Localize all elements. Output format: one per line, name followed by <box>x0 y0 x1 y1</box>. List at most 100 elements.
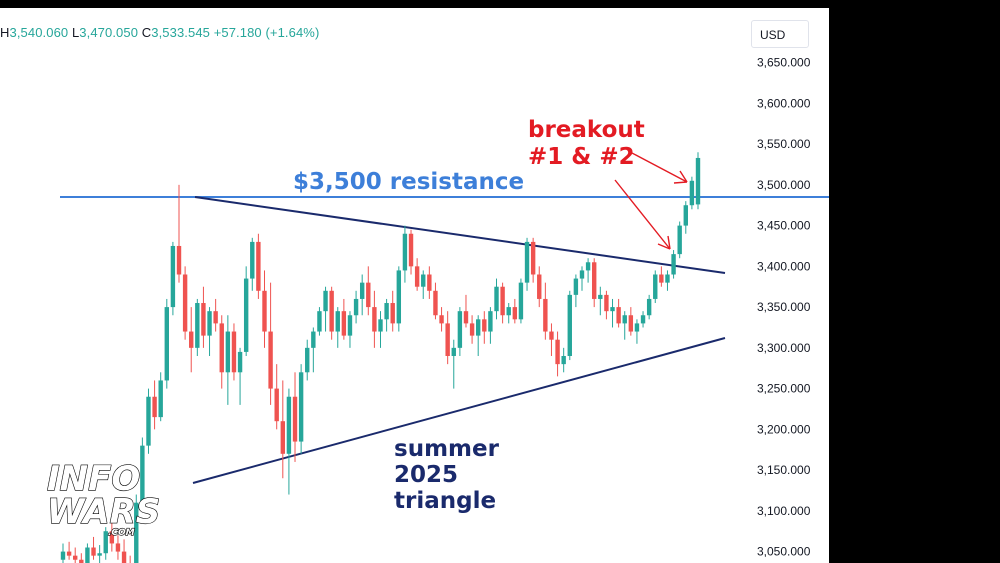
candle-body <box>408 233 414 267</box>
candle-body <box>73 555 78 560</box>
candle-body <box>170 245 176 308</box>
ohlc-low-value: 3,470.050 <box>79 25 139 40</box>
candle-body <box>140 445 145 503</box>
candle-body <box>292 396 298 442</box>
candle-body <box>91 547 96 556</box>
candle-body <box>201 303 206 336</box>
price-tick-label: 3,400.000 <box>757 259 811 273</box>
candle-body <box>237 351 243 373</box>
lower-triangle-trendline <box>192 337 726 484</box>
candle-body <box>207 311 212 336</box>
candle-body <box>433 290 438 316</box>
breakout-label-line1: breakout <box>528 117 645 143</box>
candle-body <box>384 303 389 320</box>
candle-body <box>494 286 499 312</box>
candle-body <box>439 315 444 324</box>
candle-body <box>598 294 603 299</box>
breakout-label-line2: #1 & #2 <box>528 144 635 170</box>
candle-body <box>311 331 316 348</box>
candle-body <box>475 319 481 336</box>
candle-body <box>329 290 334 332</box>
candle-body <box>646 298 652 316</box>
candle-body <box>610 307 615 312</box>
infowars-logo: INFO WARS .COM <box>46 458 160 538</box>
candle-body <box>555 339 560 365</box>
candle-body <box>640 315 646 324</box>
logo-text-line2: WARS <box>47 492 160 532</box>
candle-body <box>341 311 347 336</box>
triangle-label-line3: triangle <box>394 488 496 514</box>
candle-body <box>677 225 682 255</box>
candle-body <box>488 311 493 332</box>
candle-body <box>109 531 115 544</box>
price-tick-label: 3,300.000 <box>757 341 811 355</box>
candle-body <box>243 278 249 352</box>
annotation-arrows <box>614 152 688 250</box>
candle-body <box>445 323 450 356</box>
candle-body <box>176 245 182 275</box>
candle-body <box>506 307 511 316</box>
price-tick-label: 3,200.000 <box>757 422 811 436</box>
breakout-arrow-1 <box>614 179 671 250</box>
candle-body <box>280 421 286 454</box>
candle-body <box>451 347 456 356</box>
candle-body <box>366 282 371 308</box>
price-tick-label: 3,500.000 <box>757 178 811 192</box>
candle-body <box>146 396 151 446</box>
candle-body <box>457 311 463 348</box>
candle-body <box>152 396 157 418</box>
candle-body <box>695 157 701 205</box>
candle-body <box>335 311 340 332</box>
candle-body <box>359 282 365 299</box>
resistance-label: $3,500 resistance <box>293 169 524 195</box>
breakout-arrow-2 <box>631 152 688 184</box>
candle-body <box>158 380 163 418</box>
candlestick-chart[interactable]: 3,050.000 3,100.000 3,150.000 3,200.000 3,25… <box>0 8 829 563</box>
candle-body <box>421 274 426 287</box>
candle-body <box>353 298 359 316</box>
candle-body <box>518 282 524 320</box>
candle-body <box>659 274 664 283</box>
candle-body <box>653 274 658 299</box>
candle-body <box>512 307 518 320</box>
candle-body <box>402 233 408 271</box>
candle-body <box>427 274 432 291</box>
candle-body <box>347 315 353 336</box>
candle-body <box>561 355 566 365</box>
candle-body <box>634 323 640 332</box>
ohlc-change-value: +57.180 (+1.64%) <box>213 25 320 40</box>
logo-text-line1: INFO <box>47 459 140 499</box>
price-axis: 3,050.000 3,100.000 3,150.000 3,200.000 3,25… <box>757 56 811 559</box>
candle-body <box>482 319 487 332</box>
candle-body <box>225 331 231 373</box>
candle-body <box>66 551 72 556</box>
price-tick-label: 3,450.000 <box>757 219 811 233</box>
candle-body <box>537 274 542 299</box>
candle-body <box>286 396 292 454</box>
currency-selector-button[interactable]: USD <box>751 20 809 48</box>
candle-body <box>60 551 66 560</box>
logo-text-suffix: .COM <box>108 528 135 538</box>
candle-body <box>262 290 267 332</box>
price-tick-label: 3,550.000 <box>757 137 811 151</box>
candle-body <box>134 502 139 563</box>
candle-body <box>604 294 609 312</box>
candle-body <box>298 372 304 442</box>
ohlc-close-value: 3,533.545 <box>151 25 210 40</box>
candles <box>60 152 701 563</box>
candle-body <box>530 241 536 275</box>
candle-body <box>164 307 169 381</box>
candle-body <box>121 551 127 563</box>
candle-body <box>579 270 585 279</box>
ohlc-low-label: L <box>71 25 80 40</box>
candle-body <box>665 274 670 283</box>
triangle-label-line2: 2025 <box>394 462 458 488</box>
candle-body <box>231 331 237 373</box>
candle-body <box>500 286 505 316</box>
trendlines <box>60 196 829 484</box>
chart-panel[interactable]: H3,540.060 L3,470.050 C3,533.545 +57.180… <box>0 8 829 563</box>
candle-body <box>79 559 84 563</box>
candle-body <box>195 303 200 348</box>
candle-body <box>414 266 420 287</box>
candle-body <box>372 307 377 332</box>
